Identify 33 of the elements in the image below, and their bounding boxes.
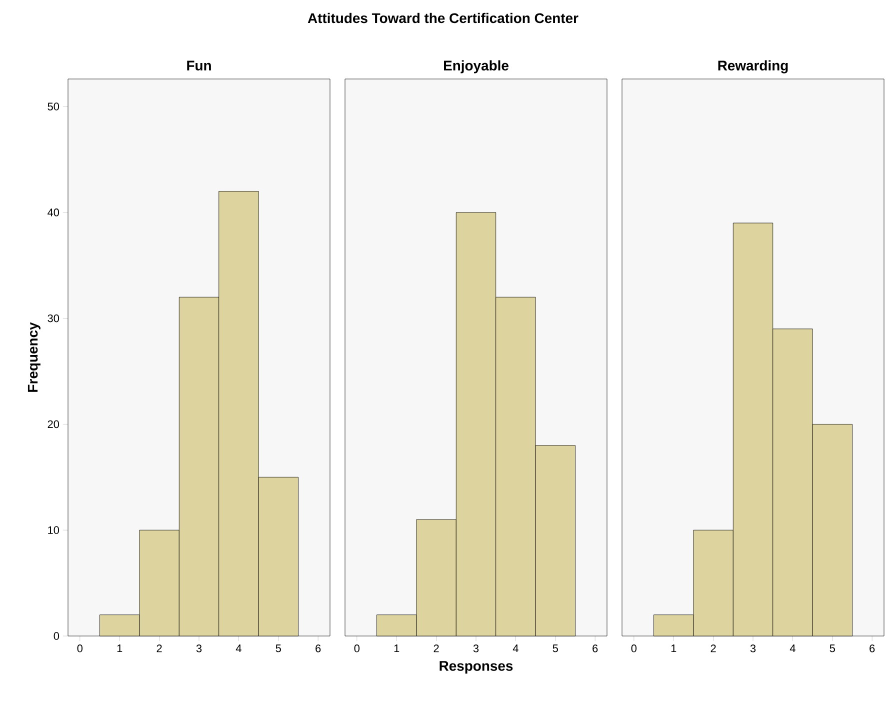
y-tick-label: 40 — [48, 208, 60, 216]
x-tick-label: 1 — [394, 644, 400, 652]
x-tick-label: 5 — [830, 644, 835, 652]
y-tick-label: 20 — [48, 420, 60, 428]
y-tick-label: 50 — [48, 102, 60, 110]
x-tick-label: 5 — [552, 644, 558, 652]
x-tick-label: 6 — [870, 644, 875, 652]
x-tick-label: 5 — [276, 644, 281, 652]
chart-subtitle: Fun — [187, 60, 211, 71]
x-tick-label: 2 — [434, 644, 439, 652]
chart-subtitle: Enjoyable — [444, 60, 508, 74]
x-tick-label: 3 — [196, 644, 202, 652]
chart-subtitle: Rewarding — [718, 60, 788, 74]
x-tick-label: 3 — [750, 644, 756, 652]
y-axis-title: Frequency — [28, 322, 40, 392]
x-tick-label: 2 — [156, 644, 162, 652]
x-tick-label: 6 — [592, 644, 598, 652]
x-tick-label: 4 — [236, 644, 242, 652]
x-tick-label: 2 — [710, 644, 716, 652]
y-tick-label: 10 — [48, 526, 60, 534]
x-tick-label: 6 — [316, 644, 321, 652]
x-tick-label: 4 — [790, 644, 796, 652]
x-tick-label: 4 — [512, 644, 518, 652]
x-tick-label: 0 — [77, 644, 83, 652]
y-tick-label: 0 — [54, 632, 60, 640]
y-tick-label: 30 — [48, 314, 60, 322]
x-tick-label: 0 — [354, 644, 360, 652]
x-tick-label: 1 — [117, 644, 122, 652]
x-tick-label: 1 — [671, 644, 676, 652]
x-axis-title: Responses — [440, 661, 513, 674]
x-tick-label: 3 — [473, 644, 479, 652]
chart-title: Attitudes Toward the Certification Center — [308, 12, 578, 24]
x-tick-label: 0 — [631, 644, 637, 652]
